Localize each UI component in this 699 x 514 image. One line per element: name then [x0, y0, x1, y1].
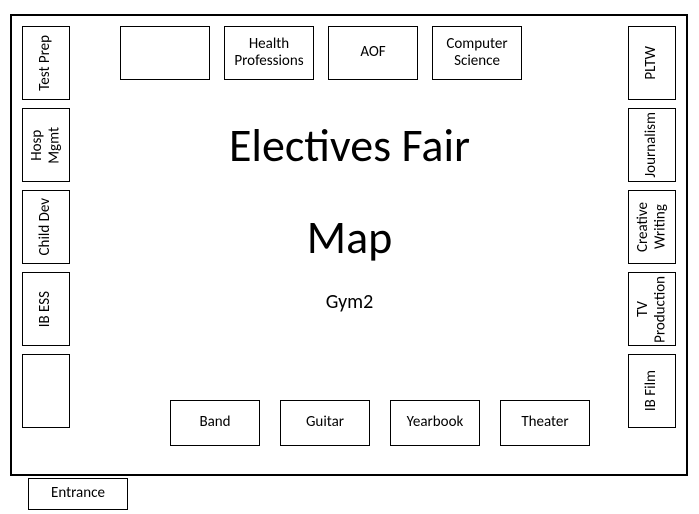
booth-journalism: Journalism	[628, 108, 676, 182]
booth-label: HealthProfessions	[234, 36, 303, 71]
booth-label: PLTW	[643, 46, 660, 80]
booth-band: Band	[170, 400, 260, 446]
booth-child-dev: Child Dev	[22, 190, 70, 264]
booth-tv-production: TVProduction	[628, 272, 676, 346]
booth-theater: Theater	[500, 400, 590, 446]
booth-label: HospMgmt	[29, 127, 64, 164]
booth-creative-writing: CreativeWriting	[628, 190, 676, 264]
booth-top-blank	[120, 26, 210, 80]
booth-label: ComputerScience	[446, 36, 507, 71]
booth-computer-science: ComputerScience	[432, 26, 522, 80]
booth-label: Band	[199, 414, 230, 431]
booth-ib-ess: IB ESS	[22, 272, 70, 346]
booth-yearbook: Yearbook	[390, 400, 480, 446]
booth-label: CreativeWriting	[635, 202, 670, 252]
map-title-line1: Electives Fair	[0, 118, 699, 174]
booth-label: TVProduction	[635, 276, 670, 343]
booth-aof: AOF	[328, 26, 418, 80]
map-subtitle: Gym2	[0, 290, 699, 314]
booth-label: Journalism	[643, 112, 660, 178]
booth-label: Theater	[521, 414, 568, 431]
map-title-line2: Map	[0, 210, 699, 266]
booth-label: Test Prep	[37, 35, 54, 91]
booth-guitar: Guitar	[280, 400, 370, 446]
entrance-label: Entrance	[51, 485, 105, 502]
booth-left-blank	[22, 354, 70, 428]
booth-test-prep: Test Prep	[22, 26, 70, 100]
booth-label: Guitar	[306, 414, 344, 431]
booth-hosp-mgmt: HospMgmt	[22, 108, 70, 182]
booth-health-professions: HealthProfessions	[224, 26, 314, 80]
booth-label: Yearbook	[407, 414, 464, 431]
booth-ib-film: IB Film	[628, 354, 676, 428]
floor-map: Electives Fair Map Gym2 Test Prep HospMg…	[0, 0, 699, 514]
booth-pltw: PLTW	[628, 26, 676, 100]
booth-label: IB ESS	[37, 291, 54, 327]
booth-label: Child Dev	[37, 198, 54, 255]
booth-label: AOF	[360, 44, 385, 61]
entrance-box: Entrance	[28, 478, 128, 510]
booth-label: IB Film	[643, 370, 660, 411]
